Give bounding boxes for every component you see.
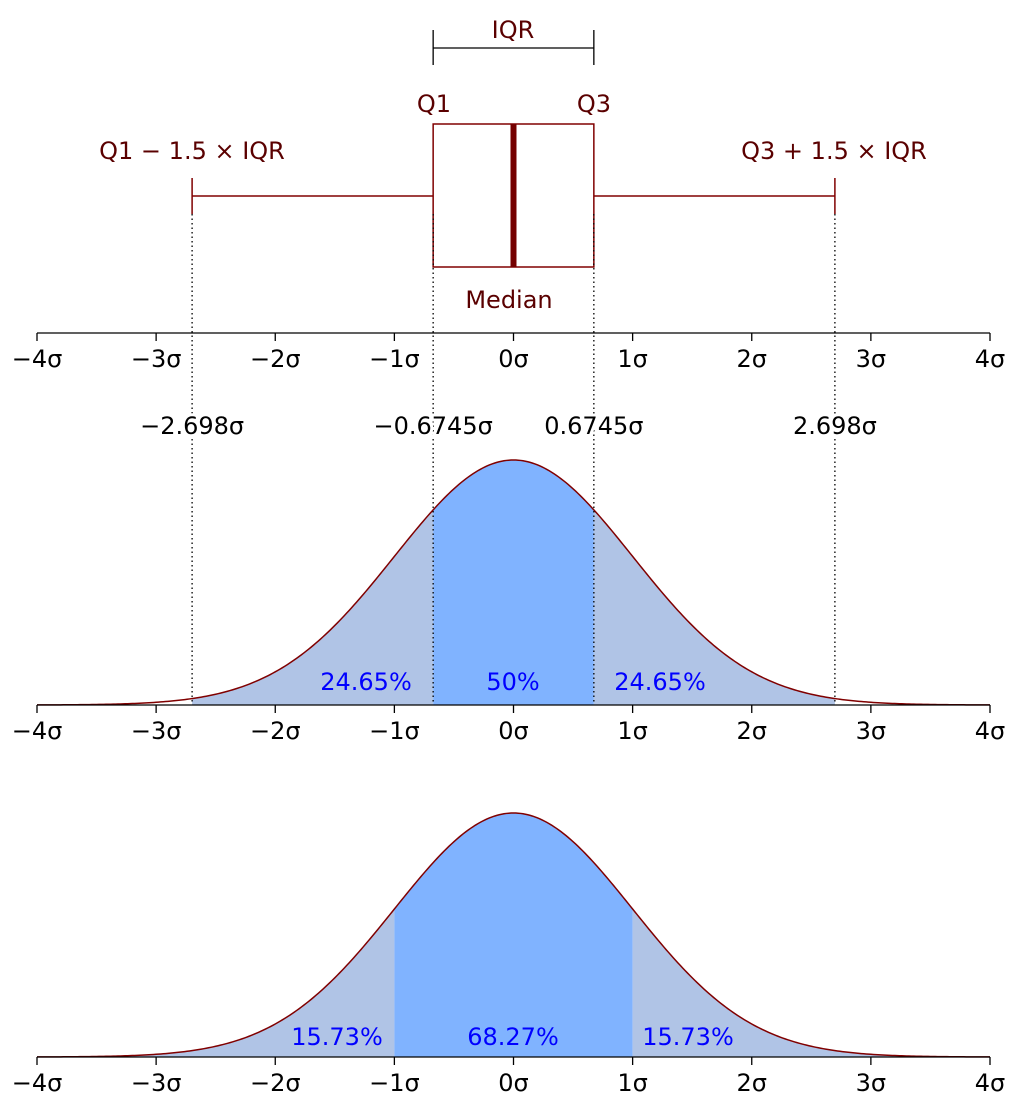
x-tick-label: 4σ	[975, 717, 1005, 745]
pdf-curve	[36, 459, 991, 706]
x-tick-label: 0σ	[498, 345, 528, 373]
x-tick-label: 1σ	[617, 717, 647, 745]
pdf-curve	[36, 812, 991, 1058]
q3-label: Q3	[577, 90, 611, 118]
x-tick-label: 3σ	[856, 717, 886, 745]
upper-whisker-label: Q3 + 1.5 × IQR	[741, 137, 927, 165]
x-tick-label: 3σ	[856, 345, 886, 373]
x-tick-label: 4σ	[975, 1069, 1005, 1097]
x-tick-label: 1σ	[617, 345, 647, 373]
lower-whisker-label: Q1 − 1.5 × IQR	[99, 137, 285, 165]
region-fill-1	[394, 813, 633, 1057]
x-tick-label: −2σ	[250, 1069, 301, 1097]
region-fill-1	[433, 460, 594, 705]
x-tick-label: −1σ	[369, 345, 420, 373]
boxplot-panel: IQR Q1 Q3 Q1 − 1.5 × IQR Q3 + 1.5 × IQR …	[99, 16, 927, 314]
percent-label-left: 15.73%	[291, 1023, 383, 1051]
percent-label-center: 68.27%	[467, 1023, 559, 1051]
region-fill-0	[37, 909, 395, 1057]
x-tick-label: −2σ	[250, 717, 301, 745]
region-fill-2	[593, 509, 835, 705]
percent-label-center: 50%	[486, 668, 539, 696]
x-tick-label: −3σ	[131, 1069, 182, 1097]
x-tick-label: −1σ	[369, 717, 420, 745]
quantile-value-label: −2.698σ	[140, 412, 244, 440]
x-tick-label: −3σ	[131, 345, 182, 373]
x-tick-label: 2σ	[737, 717, 767, 745]
quantile-value-label: −0.6745σ	[374, 412, 493, 440]
x-tick-label: −4σ	[12, 1069, 63, 1097]
x-tick-label: 0σ	[498, 717, 528, 745]
x-tick-label: −2σ	[250, 345, 301, 373]
x-tick-label: 1σ	[617, 1069, 647, 1097]
x-tick-label: 2σ	[737, 345, 767, 373]
iqr-label: IQR	[492, 16, 535, 44]
x-tick-label: 0σ	[498, 1069, 528, 1097]
x-tick-label: 4σ	[975, 345, 1005, 373]
x-tick-label: −4σ	[12, 345, 63, 373]
q1-label: Q1	[417, 90, 451, 118]
x-tick-label: −4σ	[12, 717, 63, 745]
percent-label-right: 15.73%	[642, 1023, 734, 1051]
x-tick-label: 3σ	[856, 1069, 886, 1097]
region-fill-2	[632, 909, 990, 1057]
median-label: Median	[465, 286, 552, 314]
x-tick-label: −3σ	[131, 717, 182, 745]
quantile-value-label: 0.6745σ	[544, 412, 643, 440]
percent-label-right: 24.65%	[614, 668, 706, 696]
quantile-value-label: 2.698σ	[793, 412, 877, 440]
x-tick-label: 2σ	[737, 1069, 767, 1097]
region-fill-0	[192, 509, 434, 705]
percent-label-left: 24.65%	[320, 668, 412, 696]
x-tick-label: −1σ	[369, 1069, 420, 1097]
